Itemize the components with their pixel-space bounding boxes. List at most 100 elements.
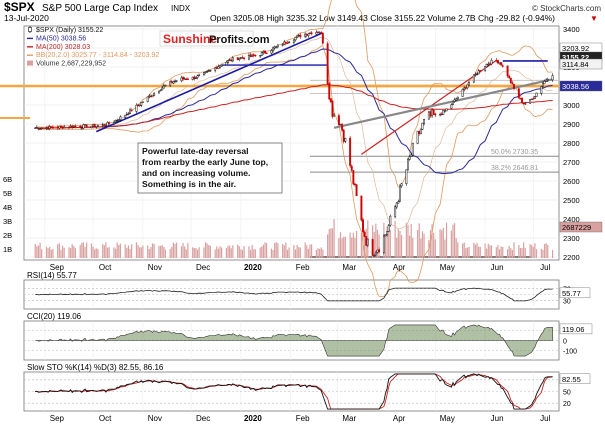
rsi-value-badge bbox=[559, 287, 591, 299]
volume-bar bbox=[306, 245, 308, 258]
candle-body bbox=[304, 33, 307, 37]
candle-body bbox=[530, 98, 533, 101]
volume-bar bbox=[52, 248, 54, 258]
volume-bar bbox=[114, 248, 117, 258]
candle-body bbox=[117, 119, 120, 121]
volume-bar bbox=[116, 242, 118, 258]
candle-body bbox=[339, 123, 342, 126]
volume-bar bbox=[169, 248, 171, 258]
candle-body bbox=[296, 35, 299, 38]
candle-body bbox=[374, 252, 377, 256]
candle-body bbox=[443, 110, 446, 112]
volume-bar bbox=[274, 243, 276, 258]
volume-bar bbox=[338, 238, 340, 258]
candle-body bbox=[352, 170, 355, 185]
volume-bar bbox=[217, 248, 219, 258]
candle-body bbox=[452, 101, 454, 106]
legend-label: $SPX (Daily) 3155.22 bbox=[36, 27, 103, 34]
volume-bar bbox=[484, 243, 486, 258]
volume-bar bbox=[506, 249, 509, 258]
candle-body bbox=[39, 128, 42, 130]
volume-bar bbox=[221, 247, 223, 258]
candle-body bbox=[58, 125, 61, 129]
candle-body bbox=[170, 81, 173, 84]
volume-bar bbox=[310, 244, 313, 258]
candle-body bbox=[129, 109, 131, 114]
candle-body bbox=[487, 63, 490, 65]
candle-body bbox=[529, 99, 532, 104]
volume-bar bbox=[119, 243, 121, 258]
candle-body bbox=[376, 249, 379, 253]
volume-bar bbox=[172, 242, 175, 258]
exchange-label: INDX bbox=[171, 4, 191, 13]
volume-bar bbox=[142, 245, 144, 258]
watermark: © StockCharts.com bbox=[532, 4, 601, 13]
sto-panel-tick-label: 50 bbox=[563, 390, 571, 397]
candle-body bbox=[318, 32, 321, 34]
candle-body bbox=[517, 88, 520, 99]
volume-bar bbox=[327, 234, 329, 258]
candle-body bbox=[116, 119, 119, 122]
candle-body bbox=[206, 70, 209, 73]
x-axis-month-label: Nov bbox=[148, 414, 162, 423]
volume-bar bbox=[407, 224, 409, 258]
candle-body bbox=[418, 131, 421, 134]
volume-bar bbox=[265, 243, 268, 258]
volume-bar bbox=[307, 248, 309, 258]
candle-body bbox=[344, 138, 347, 142]
candle-body bbox=[349, 137, 352, 166]
volume-bar bbox=[354, 237, 356, 258]
volume-bar bbox=[45, 246, 48, 258]
candle-body bbox=[490, 59, 493, 65]
candle-body bbox=[416, 130, 419, 144]
candle-body bbox=[411, 142, 414, 156]
candle-body bbox=[37, 127, 40, 130]
candle-body bbox=[236, 57, 239, 60]
volume-bar bbox=[339, 232, 342, 258]
volume-bar bbox=[495, 247, 497, 258]
volume-bar bbox=[232, 245, 234, 258]
volume-bar bbox=[373, 232, 375, 258]
volume-bar bbox=[81, 242, 83, 258]
candle-body bbox=[317, 31, 319, 33]
volume-bar bbox=[396, 237, 398, 258]
candle-body bbox=[260, 52, 263, 56]
candle-body bbox=[106, 122, 109, 127]
volume-bar bbox=[474, 244, 477, 258]
candle-body bbox=[174, 80, 176, 83]
volume-bar bbox=[468, 246, 470, 258]
candle-body bbox=[114, 120, 117, 123]
volume-bar bbox=[296, 244, 298, 258]
volume-bar bbox=[423, 233, 425, 258]
candle-body bbox=[405, 169, 408, 184]
volume-bar bbox=[203, 247, 205, 258]
candle-body bbox=[506, 65, 509, 77]
volume-bar bbox=[349, 232, 351, 258]
volume-axis-label: 1B bbox=[3, 245, 12, 254]
x-axis-month-label: May bbox=[440, 263, 455, 272]
candle-body bbox=[214, 67, 217, 71]
volume-bar bbox=[57, 244, 59, 258]
volume-bar bbox=[288, 247, 290, 258]
candle-body bbox=[270, 50, 273, 54]
candle-body bbox=[79, 125, 82, 128]
candle-body bbox=[350, 165, 353, 171]
candle-body bbox=[186, 78, 189, 80]
volume-bar bbox=[293, 245, 295, 258]
volume-bar bbox=[254, 249, 256, 258]
candle-body bbox=[34, 127, 37, 129]
candle-body bbox=[35, 127, 38, 129]
volume-bar bbox=[388, 230, 390, 258]
volume-bar bbox=[429, 230, 432, 258]
candle-body bbox=[423, 118, 425, 124]
volume-axis-label: 4B bbox=[3, 203, 12, 212]
candle-body bbox=[204, 71, 207, 73]
volume-bar bbox=[431, 224, 433, 258]
volume-bar bbox=[434, 239, 436, 258]
candle-body bbox=[305, 34, 308, 36]
volume-bar bbox=[195, 248, 197, 258]
candle-body bbox=[284, 42, 287, 44]
volume-bar bbox=[450, 230, 452, 258]
candle-body bbox=[51, 126, 54, 129]
volume-bar bbox=[184, 246, 186, 258]
